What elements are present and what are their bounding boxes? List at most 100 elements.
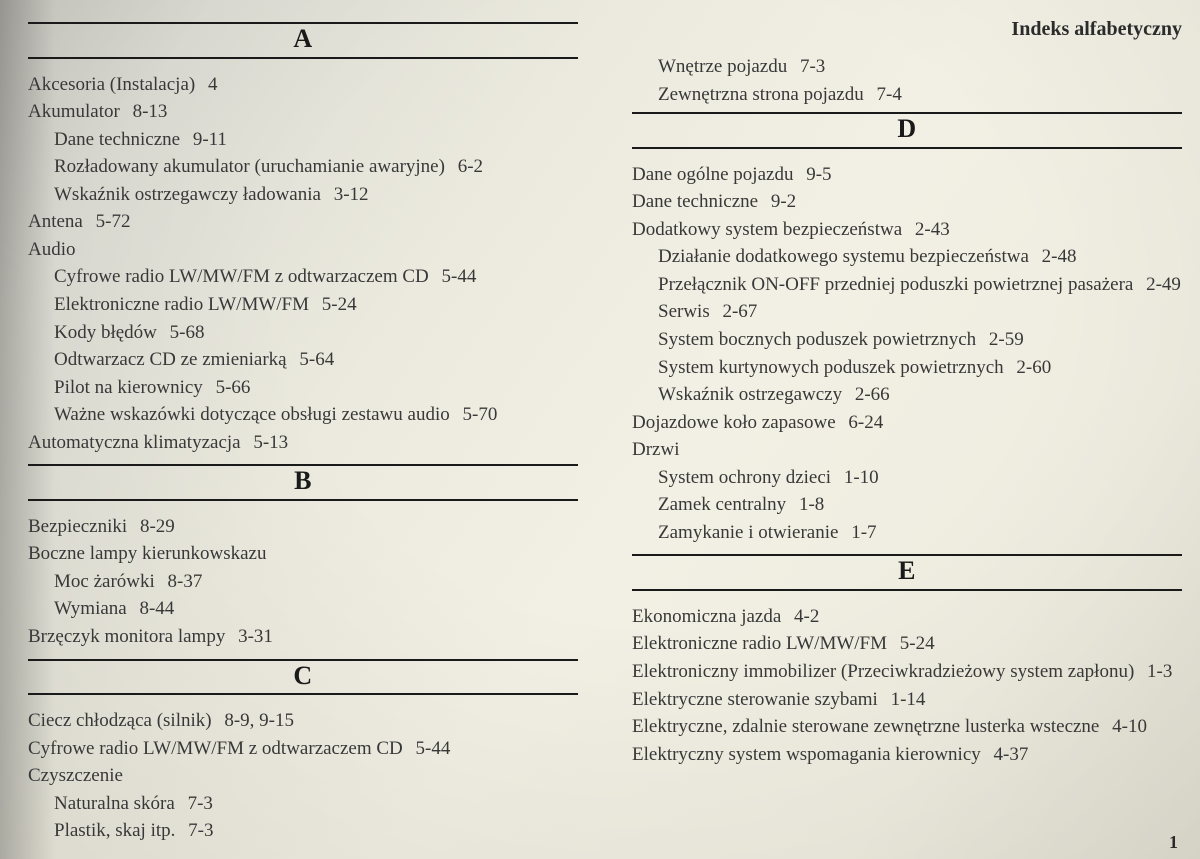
entry-ref: 5-24 <box>309 294 357 315</box>
index-entry: System bocznych poduszek powietrznych 2-… <box>632 326 1182 354</box>
entry-text: Elektryczny system wspomagania kierownic… <box>632 744 981 765</box>
entry-ref: 8-44 <box>127 598 175 619</box>
entry-text: Wskaźnik ostrzegawczy ładowania <box>54 184 321 205</box>
index-entry: Odtwarzacz CD ze zmieniarką 5-64 <box>28 346 578 374</box>
entry-text: Serwis <box>658 301 710 322</box>
letter-section: BBezpieczniki 8-29Boczne lampy kierunkow… <box>28 464 578 650</box>
entry-ref: 5-72 <box>83 211 131 232</box>
entry-ref: 1-3 <box>1134 661 1172 682</box>
entry-text: Plastik, skaj itp. <box>54 820 175 841</box>
entry-ref: 5-44 <box>403 738 451 759</box>
index-entry: Dodatkowy system bezpieczeństwa 2-43 <box>632 216 1182 244</box>
entry-text: Elektroniczny immobilizer (Przeciwkradzi… <box>632 661 1134 682</box>
entry-text: Działanie dodatkowego systemu bezpieczeń… <box>658 246 1029 267</box>
entry-ref: 3-12 <box>321 184 369 205</box>
entry-ref: 6-24 <box>836 412 884 433</box>
index-entry: Audio <box>28 236 578 264</box>
entry-ref: 2-49 <box>1133 274 1181 295</box>
entry-ref: 9-5 <box>793 164 831 185</box>
entry-ref: 8-29 <box>127 516 175 537</box>
entry-ref: 7-4 <box>864 84 902 105</box>
entry-ref: 1-10 <box>831 467 879 488</box>
entry-ref: 5-68 <box>157 322 205 343</box>
index-page: AAkcesoria (Instalacja) 4Akumulator 8-13… <box>22 18 1182 849</box>
left-column: AAkcesoria (Instalacja) 4Akumulator 8-13… <box>28 18 578 849</box>
entry-ref: 5-64 <box>287 349 335 370</box>
index-entry: Wnętrze pojazdu 7-3 <box>632 53 1182 81</box>
entry-text: Cyfrowe radio LW/MW/FM z odtwarzaczem CD <box>28 738 403 759</box>
entry-ref: 9-11 <box>180 129 227 150</box>
index-entries: Akcesoria (Instalacja) 4Akumulator 8-13 D… <box>28 71 578 457</box>
entry-ref: 2-59 <box>976 329 1024 350</box>
index-entry: Elektroniczny immobilizer (Przeciwkradzi… <box>632 658 1182 686</box>
index-entry: Elektryczne sterowanie szybami 1-14 <box>632 686 1182 714</box>
index-entry: Naturalna skóra 7-3 <box>28 790 578 818</box>
entry-text: Odtwarzacz CD ze zmieniarką <box>54 349 287 370</box>
index-entries: Ekonomiczna jazda 4-2Elektroniczne radio… <box>632 603 1182 768</box>
entry-ref: 6-2 <box>445 156 483 177</box>
index-entry: Akcesoria (Instalacja) 4 <box>28 71 578 99</box>
entry-ref: 5-44 <box>429 266 477 287</box>
entry-text: Wskaźnik ostrzegawczy <box>658 384 842 405</box>
index-entry: Plastik, skaj itp. 7-3 <box>28 817 578 845</box>
entry-text: System ochrony dzieci <box>658 467 831 488</box>
index-entry: Czyszczenie <box>28 762 578 790</box>
letter-heading: C <box>28 659 578 696</box>
index-entries: Bezpieczniki 8-29Boczne lampy kierunkows… <box>28 513 578 651</box>
index-entry: Ekonomiczna jazda 4-2 <box>632 603 1182 631</box>
index-entry: Elektroniczne radio LW/MW/FM 5-24 <box>632 630 1182 658</box>
entry-text: Ważne wskazówki dotyczące obsługi zestaw… <box>54 404 450 425</box>
entry-text: Zewnętrzna strona pojazdu <box>658 84 864 105</box>
entry-text: Wnętrze pojazdu <box>658 56 787 77</box>
entry-text: Bezpieczniki <box>28 516 127 537</box>
entry-ref: 2-43 <box>902 219 950 240</box>
entry-text: Audio <box>28 239 76 260</box>
entry-ref: 1-7 <box>838 522 876 543</box>
entry-text: Akcesoria (Instalacja) <box>28 74 195 95</box>
index-entry: Zewnętrzna strona pojazdu 7-4 <box>632 81 1182 109</box>
index-entry: Ważne wskazówki dotyczące obsługi zestaw… <box>28 401 578 429</box>
index-entry: Wymiana 8-44 <box>28 595 578 623</box>
index-entry: Drzwi <box>632 436 1182 464</box>
entry-ref: 5-24 <box>887 633 935 654</box>
entry-text: Dojazdowe koło zapasowe <box>632 412 836 433</box>
entry-ref: 4-10 <box>1099 716 1147 737</box>
entry-ref: 5-13 <box>241 432 289 453</box>
entry-text: Brzęczyk monitora lampy <box>28 626 225 647</box>
entry-text: Antena <box>28 211 83 232</box>
entry-text: Akumulator <box>28 101 120 122</box>
index-entry: Brzęczyk monitora lampy 3-31 <box>28 623 578 651</box>
index-entry: Dane techniczne 9-2 <box>632 188 1182 216</box>
entry-text: Czyszczenie <box>28 765 123 786</box>
entry-text: Elektryczne sterowanie szybami <box>632 689 878 710</box>
entry-ref: 8-9, 9-15 <box>212 710 294 731</box>
letter-heading: B <box>28 464 578 501</box>
entry-text: Rozładowany akumulator (uruchamianie awa… <box>54 156 445 177</box>
entry-text: Boczne lampy kierunkowskazu <box>28 543 266 564</box>
letter-section: C Ciecz chłodząca (silnik) 8-9, 9-15 Cyfro… <box>28 659 578 845</box>
index-entry: Wskaźnik ostrzegawczy 2-66 <box>632 381 1182 409</box>
index-entry: Serwis 2-67 <box>632 298 1182 326</box>
entry-ref: 5-70 <box>450 404 498 425</box>
entry-text: System bocznych poduszek powietrznych <box>658 329 976 350</box>
entry-ref: 5-66 <box>203 377 251 398</box>
right-column-body: Wnętrze pojazdu 7-3Zewnętrzna strona poj… <box>632 53 1182 768</box>
entry-text: Elektroniczne radio LW/MW/FM <box>632 633 887 654</box>
entry-text: Dane techniczne <box>632 191 758 212</box>
entry-ref: 8-13 <box>120 101 168 122</box>
entry-ref: 2-66 <box>842 384 890 405</box>
index-entry: Dane techniczne 9-11 <box>28 126 578 154</box>
index-entry: Zamykanie i otwieranie 1-7 <box>632 519 1182 547</box>
entry-ref: 1-8 <box>786 494 824 515</box>
entry-ref: 4-2 <box>781 606 819 627</box>
entry-text: Elektryczne, zdalnie sterowane zewnętrzn… <box>632 716 1099 737</box>
entry-text: Naturalna skóra <box>54 793 175 814</box>
index-entry: Bezpieczniki 8-29 <box>28 513 578 541</box>
index-entries: Ciecz chłodząca (silnik) 8-9, 9-15 Cyfrow… <box>28 707 578 845</box>
index-entry: Ciecz chłodząca (silnik) 8-9, 9-15 <box>28 707 578 735</box>
index-entry: Elektryczny system wspomagania kierownic… <box>632 741 1182 769</box>
index-entry: Elektroniczne radio LW/MW/FM 5-24 <box>28 291 578 319</box>
index-entry: Antena 5-72 <box>28 208 578 236</box>
entry-text: Wymiana <box>54 598 127 619</box>
entry-ref: 3-31 <box>225 626 273 647</box>
